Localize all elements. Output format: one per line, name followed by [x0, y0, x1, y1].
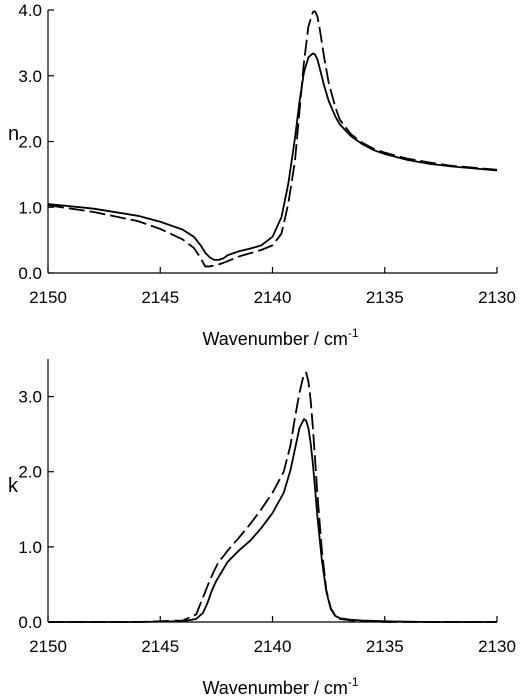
series-line-solid [47, 52, 498, 261]
y-tick-label: 4.0 [18, 1, 42, 20]
x-axis-title-superscript: -1 [348, 675, 359, 689]
series-line-solid [48, 418, 497, 623]
series-line-dashed [47, 10, 498, 268]
y-tick-label: 0.0 [18, 613, 42, 632]
y-axis-title: n [8, 123, 19, 145]
y-tick-label: 3.0 [18, 388, 42, 407]
y-tick-label: 3.0 [18, 67, 42, 86]
x-axis-title-superscript: -1 [348, 326, 359, 340]
x-tick-label: 2140 [254, 288, 292, 307]
x-axis-title: Wavenumber / cm-1 [202, 675, 358, 698]
x-tick-label: 2150 [29, 637, 67, 656]
x-tick-label: 2130 [478, 288, 516, 307]
y-tick-label: 0.0 [18, 264, 42, 283]
y-tick-label: 1.0 [18, 198, 42, 217]
x-axis-title-text: Wavenumber / cm [202, 678, 347, 698]
k-panel: 2150 2145 2140 2135 2130 0.0 1.0 2.0 3.0 k Wavenum… [8, 359, 516, 698]
y-tick-label: 2.0 [18, 463, 42, 482]
x-tick-label: 2135 [366, 637, 404, 656]
x-tick-label: 2130 [478, 637, 516, 656]
x-tick-label: 2150 [29, 288, 67, 307]
y-axis-title: k [8, 475, 19, 497]
x-tick-label: 2140 [254, 637, 292, 656]
series-line-dashed [48, 371, 497, 623]
x-tick-label: 2145 [141, 288, 179, 307]
n-panel: 2150 2145 2140 2135 2130 0.0 1.0 2.0 3.0 4.0 n Wave… [8, 1, 516, 349]
x-tick-label: 2135 [366, 288, 404, 307]
y-tick-label: 1.0 [18, 538, 42, 557]
x-tick-label: 2145 [141, 637, 179, 656]
x-axis-title-text: Wavenumber / cm [202, 329, 347, 349]
y-tick-label: 2.0 [18, 133, 42, 152]
x-axis-title: Wavenumber / cm-1 [202, 326, 358, 349]
